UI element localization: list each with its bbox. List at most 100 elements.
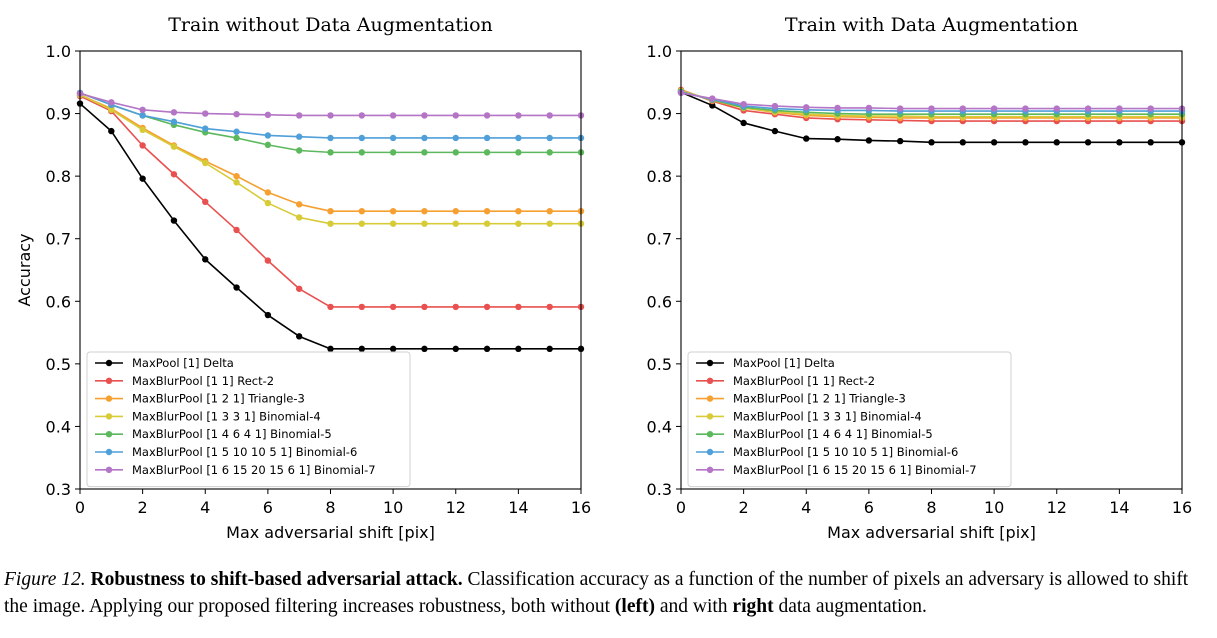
data-point — [295, 201, 303, 208]
data-point — [139, 126, 146, 134]
data-point — [1022, 105, 1029, 112]
figure: Train without Data Augmentation 0 2 4 6 8 10 12… — [15, 14, 1192, 542]
data-point — [483, 112, 491, 119]
chart-panel-1: Train without Data Augmentation 0 2 4 6 8 10 12… — [15, 14, 591, 542]
legend-marker — [706, 431, 714, 438]
data-point — [389, 112, 397, 119]
series-7 — [76, 90, 585, 119]
legend-label: MaxPool [1] Delta — [733, 356, 835, 370]
data-point — [389, 303, 397, 311]
data-point — [740, 100, 747, 108]
data-point — [358, 207, 366, 215]
data-point — [421, 220, 428, 227]
x-tick-label: 16 — [571, 498, 591, 517]
data-point — [233, 226, 240, 234]
data-point — [264, 111, 272, 119]
data-point — [709, 95, 716, 102]
x-tick-label: 14 — [1109, 498, 1129, 517]
legend-marker — [706, 395, 714, 402]
data-point — [1147, 105, 1154, 112]
x-tick-label: 6 — [263, 498, 273, 517]
y-tick-label: 0.5 — [647, 355, 672, 374]
legend-item: MaxBlurPool [1 3 3 1] Binomial-4 — [696, 409, 922, 423]
data-point — [421, 303, 428, 311]
data-point — [546, 220, 553, 227]
data-point — [546, 207, 553, 215]
caption-text-2: and with — [654, 596, 733, 617]
data-point — [264, 311, 272, 319]
data-point — [515, 303, 522, 311]
data-point — [358, 220, 366, 227]
data-point — [546, 345, 553, 353]
data-point — [295, 133, 303, 140]
legend-marker — [706, 413, 714, 420]
data-point — [202, 159, 209, 167]
legend-label: MaxBlurPool [1 6 15 20 15 6 1] Binomial-… — [132, 463, 376, 477]
data-point — [834, 104, 841, 112]
data-point — [483, 345, 491, 353]
x-tick-label: 10 — [383, 498, 403, 517]
legend-label: MaxBlurPool [1 1] Rect-2 — [132, 374, 274, 388]
series-7 — [677, 89, 1186, 112]
data-point — [546, 134, 553, 142]
legend-marker — [706, 377, 714, 384]
legend-marker — [105, 377, 113, 384]
data-point — [483, 207, 491, 215]
legend-label: MaxBlurPool [1 4 6 4 1] Binomial-5 — [132, 427, 332, 441]
data-point — [452, 149, 459, 156]
legend-label: MaxBlurPool [1 2 1] Triangle-3 — [132, 392, 305, 406]
data-point — [546, 112, 553, 119]
data-point — [803, 135, 810, 142]
data-point — [264, 132, 272, 139]
data-point — [483, 134, 491, 142]
data-point — [327, 220, 334, 227]
series-line — [79, 92, 581, 117]
data-point — [170, 118, 178, 125]
data-point — [264, 257, 272, 264]
legend-item: MaxBlurPool [1 6 15 20 15 6 1] Binomial-… — [696, 463, 977, 477]
x-tick-label: 6 — [864, 498, 874, 517]
data-point — [515, 220, 522, 227]
data-point — [233, 179, 240, 186]
legend-item: MaxBlurPool [1 5 10 10 5 1] Binomial-6 — [696, 445, 958, 459]
caption-bold-left: (left) — [614, 596, 655, 617]
data-point — [139, 106, 146, 114]
legend-marker — [105, 413, 113, 420]
data-point — [264, 141, 272, 149]
data-point — [327, 149, 334, 156]
data-point — [233, 111, 240, 118]
data-point — [170, 143, 178, 150]
data-point — [865, 104, 873, 112]
data-point — [295, 333, 303, 340]
data-point — [515, 207, 522, 215]
data-point — [139, 112, 146, 119]
data-point — [990, 139, 998, 146]
data-point — [358, 112, 366, 119]
data-point — [452, 345, 459, 353]
data-point — [295, 147, 303, 154]
legend-label: MaxBlurPool [1 3 3 1] Binomial-4 — [132, 409, 321, 423]
data-point — [202, 256, 209, 263]
y-tick-label: 0.6 — [46, 292, 71, 311]
data-point — [896, 105, 904, 112]
data-point — [452, 303, 459, 311]
data-point — [202, 198, 209, 205]
y-tick-label: 1.0 — [647, 42, 672, 61]
data-point — [233, 172, 240, 180]
data-point — [108, 106, 115, 114]
data-point — [803, 104, 810, 111]
data-point — [421, 134, 428, 142]
data-point — [389, 345, 397, 353]
legend-item: MaxBlurPool [1 2 1] Triangle-3 — [696, 392, 906, 406]
data-point — [483, 220, 491, 227]
legend-item: MaxBlurPool [1 3 3 1] Binomial-4 — [95, 409, 321, 423]
legend-marker — [105, 395, 113, 402]
caption-figure-number: Figure 12. — [4, 569, 86, 590]
legend-item: MaxBlurPool [1 1] Rect-2 — [696, 374, 875, 388]
legend-marker — [105, 448, 113, 456]
data-point — [358, 345, 366, 353]
legend-item: MaxBlurPool [1 4 6 4 1] Binomial-5 — [696, 427, 933, 441]
data-point — [264, 199, 272, 207]
legend-item: MaxPool [1] Delta — [696, 356, 835, 370]
data-point — [108, 127, 115, 135]
